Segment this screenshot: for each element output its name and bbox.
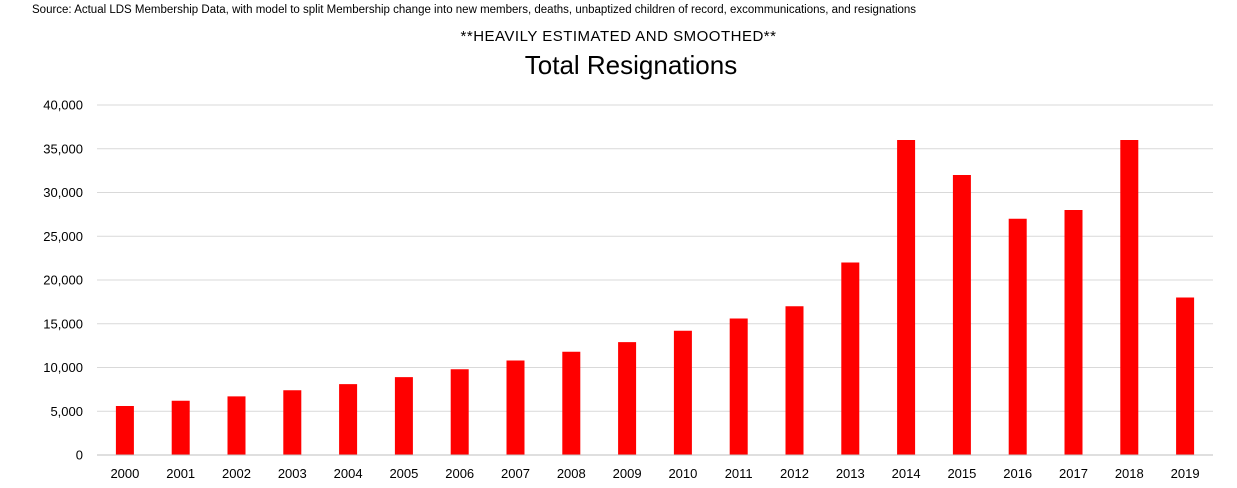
x-tick-label: 2009: [613, 466, 642, 481]
bar: [283, 390, 302, 455]
x-tick-label: 2004: [334, 466, 363, 481]
x-tick-label: 2019: [1171, 466, 1200, 481]
bar: [1064, 210, 1083, 455]
x-tick-label: 2015: [947, 466, 976, 481]
source-note: Source: Actual LDS Membership Data, with…: [32, 4, 917, 16]
y-tick-label: 30,000: [43, 185, 83, 200]
bar: [115, 406, 134, 455]
x-tick-label: 2007: [501, 466, 530, 481]
gridlines: [97, 104, 1213, 412]
x-tick-label: 2006: [445, 466, 474, 481]
x-tick-label: 2010: [668, 466, 697, 481]
bar: [227, 396, 246, 455]
bar: [1008, 218, 1027, 455]
x-tick-label: 2005: [389, 466, 418, 481]
y-axis-ticks: 0 5,000 10,000 15,000 20,000 25,000 30,000 35,0…: [43, 98, 83, 463]
x-tick-label: 2018: [1115, 466, 1144, 481]
y-tick-label: 20,000: [43, 273, 83, 288]
x-tick-label: 2001: [166, 466, 195, 481]
chart-subtitle: **HEAVILY ESTIMATED AND SMOOTHED**: [460, 28, 777, 45]
y-tick-label: 35,000: [43, 141, 83, 156]
bar: [171, 400, 190, 455]
bar: [897, 140, 916, 455]
bar: [506, 360, 525, 455]
chart-title: Total Resignations: [524, 50, 738, 80]
x-tick-label: 2008: [557, 466, 586, 481]
x-tick-label: 2011: [725, 466, 753, 481]
bars: [115, 140, 1195, 455]
bar: [339, 384, 358, 455]
bar: [952, 175, 971, 455]
bar: [394, 377, 413, 455]
x-tick-label: 2016: [1003, 466, 1032, 481]
x-tick-label: 2002: [222, 466, 251, 481]
y-tick-label: 40,000: [43, 98, 83, 113]
x-tick-label: 2013: [836, 466, 865, 481]
y-tick-label: 0: [76, 448, 83, 463]
y-tick-label: 15,000: [43, 316, 83, 331]
x-tick-label: 2000: [110, 466, 139, 481]
bar: [1120, 140, 1139, 455]
bar: [562, 351, 581, 455]
y-tick-label: 25,000: [43, 229, 83, 244]
bar: [450, 369, 469, 455]
bar: [618, 342, 637, 455]
bar: [729, 318, 748, 455]
x-tick-label: 2003: [278, 466, 307, 481]
y-tick-label: 5,000: [50, 404, 83, 419]
x-tick-label: 2017: [1059, 466, 1088, 481]
bar: [841, 262, 860, 455]
y-tick-label: 10,000: [43, 360, 83, 375]
bar: [673, 330, 692, 455]
x-tick-label: 2014: [892, 466, 921, 481]
bar: [785, 306, 804, 455]
bar: [1176, 297, 1195, 455]
x-tick-label: 2012: [780, 466, 809, 481]
x-axis-ticks: 2000 2001 2002 2003 2004 2005 2006 2007 2008 2009…: [110, 466, 1199, 481]
